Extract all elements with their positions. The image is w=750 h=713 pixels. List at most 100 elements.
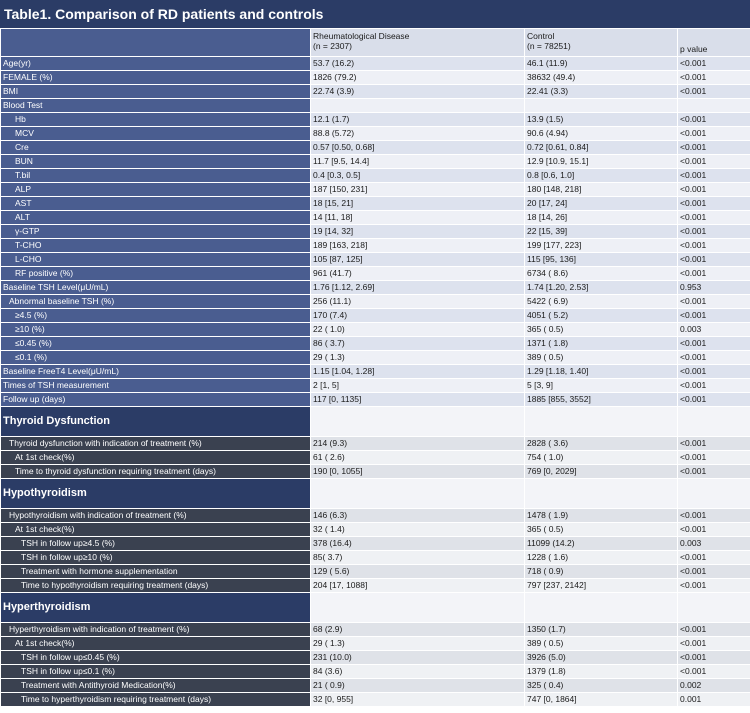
table-row: Times of TSH measurement 2 [1, 5] 5 [3, 9]… [0,378,750,393]
control-value: 115 [95, 136] [524,252,678,267]
row-label: Baseline TSH Level(μU/mL) [0,280,311,295]
table-row: FEMALE (%) 1826 (79.2) 38632 (49.4) <0.001 [0,70,750,85]
p-value: <0.001 [677,378,750,393]
table-row: T.bil 0.4 [0.3, 0.5] 0.8 [0.6, 1.0] <0.001 [0,168,750,183]
row-label: BUN [0,154,311,169]
row-label: ALT [0,210,311,225]
section-blank-cell [677,592,750,623]
row-label: Treatment with Antithyroid Medication(%) [0,678,311,693]
rd-value: 12.1 (1.7) [310,112,525,127]
p-value: <0.001 [677,650,750,665]
control-value: 38632 (49.4) [524,70,678,85]
p-value: <0.001 [677,266,750,281]
row-label: Time to hyperthyroidism requiring treatm… [0,692,311,707]
p-value: <0.001 [677,252,750,267]
control-value: 20 [17, 24] [524,196,678,211]
p-value: <0.001 [677,464,750,479]
table-row: Baseline TSH Level(μU/mL) 1.76 [1.12, 2.6… [0,280,750,295]
row-label: At 1st check(%) [0,450,311,465]
control-value: 1.29 [1.18, 1.40] [524,364,678,379]
p-value: <0.001 [677,664,750,679]
section-blank-cell [310,406,525,437]
rd-value: 29 ( 1.3) [310,636,525,651]
table-row: Abnormal baseline TSH (%) 256 (11.1) 5422 … [0,294,750,309]
row-label: Time to hypothyroidism requiring treatme… [0,578,311,593]
rd-value: 85( 3.7) [310,550,525,565]
p-value: <0.001 [677,196,750,211]
control-value: 46.1 (11.9) [524,56,678,71]
control-value: 325 ( 0.4) [524,678,678,693]
row-label: Age(yr) [0,56,311,71]
control-value: 754 ( 1.0) [524,450,678,465]
row-label: TSH in follow up≥4.5 (%) [0,536,311,551]
p-value: <0.001 [677,238,750,253]
row-label: ALP [0,182,311,197]
p-value: <0.001 [677,154,750,169]
control-value: 389 ( 0.5) [524,636,678,651]
rd-value: 214 (9.3) [310,436,525,451]
table-row: At 1st check(%) 32 ( 1.4) 365 ( 0.5) <0.001 [0,522,750,537]
control-value: 22 [15, 39] [524,224,678,239]
table-row: BUN 11.7 [9.5, 14.4] 12.9 [10.9, 15.1] <0.0… [0,154,750,169]
p-value: <0.001 [677,336,750,351]
rd-value: 1826 (79.2) [310,70,525,85]
p-value: <0.001 [677,508,750,523]
row-label: At 1st check(%) [0,522,311,537]
table-row: RF positive (%) 961 (41.7) 6734 ( 8.6) <0.0… [0,266,750,281]
table-row: TSH in follow up≤0.1 (%) 84 (3.6) 1379 (1.… [0,664,750,679]
rd-value: 29 ( 1.3) [310,350,525,365]
p-value: <0.001 [677,70,750,85]
row-label: T.bil [0,168,311,183]
control-value: 13.9 (1.5) [524,112,678,127]
rd-value: 61 ( 2.6) [310,450,525,465]
rd-value: 378 (16.4) [310,536,525,551]
header-control-name: Control [527,31,555,41]
rd-value: 32 ( 1.4) [310,522,525,537]
rd-value: 231 (10.0) [310,650,525,665]
section-blank-cell [524,478,678,509]
p-value [677,98,750,113]
rd-value [310,98,525,113]
section-title: Hyperthyroidism [0,592,311,623]
control-value: 1885 [855, 3552] [524,392,678,407]
p-value: <0.001 [677,56,750,71]
row-label: Thyroid dysfunction with indication of t… [0,436,311,451]
section-header-row: Hyperthyroidism [0,592,750,623]
section-header-row: Hypothyroidism [0,478,750,509]
table-row: Hyperthyroidism with indication of treat… [0,622,750,637]
p-value: <0.001 [677,308,750,323]
table-row: ≤0.45 (%) 86 ( 3.7) 1371 ( 1.8) <0.001 [0,336,750,351]
control-value: 1478 ( 1.9) [524,508,678,523]
rd-value: 84 (3.6) [310,664,525,679]
table-row: Cre 0.57 [0.50, 0.68] 0.72 [0.61, 0.84] <0.… [0,140,750,155]
section-title: Hypothyroidism [0,478,311,509]
rd-value: 14 [11, 18] [310,210,525,225]
table-row: Baseline FreeT4 Level(μU/mL) 1.15 [1.04, … [0,364,750,379]
row-label: FEMALE (%) [0,70,311,85]
p-value: <0.001 [677,450,750,465]
row-label: ≥10 (%) [0,322,311,337]
table-row: γ-GTP 19 [14, 32] 22 [15, 39] <0.001 [0,224,750,239]
row-label: T-CHO [0,238,311,253]
p-value: 0.002 [677,678,750,693]
control-value: 12.9 [10.9, 15.1] [524,154,678,169]
p-value: <0.001 [677,112,750,127]
row-label: At 1st check(%) [0,636,311,651]
table-header-row: Rheumatological Disease (n = 2307) Contro… [0,28,750,57]
table-row: Treatment with Antithyroid Medication(%)… [0,678,750,693]
table-row: Age(yr) 53.7 (16.2) 46.1 (11.9) <0.001 [0,56,750,71]
row-label: TSH in follow up≤0.45 (%) [0,650,311,665]
control-value: 365 ( 0.5) [524,322,678,337]
row-label: Hyperthyroidism with indication of treat… [0,622,311,637]
p-value: <0.001 [677,564,750,579]
row-label: TSH in follow up≤0.1 (%) [0,664,311,679]
rd-value: 22 ( 1.0) [310,322,525,337]
p-value: <0.001 [677,392,750,407]
section-blank-cell [677,406,750,437]
control-value: 769 [0, 2029] [524,464,678,479]
control-value: 365 ( 0.5) [524,522,678,537]
rd-value: 86 ( 3.7) [310,336,525,351]
control-value: 1371 ( 1.8) [524,336,678,351]
header-p-value: p value [677,28,750,57]
table-row: Hypothyroidism with indication of treatm… [0,508,750,523]
